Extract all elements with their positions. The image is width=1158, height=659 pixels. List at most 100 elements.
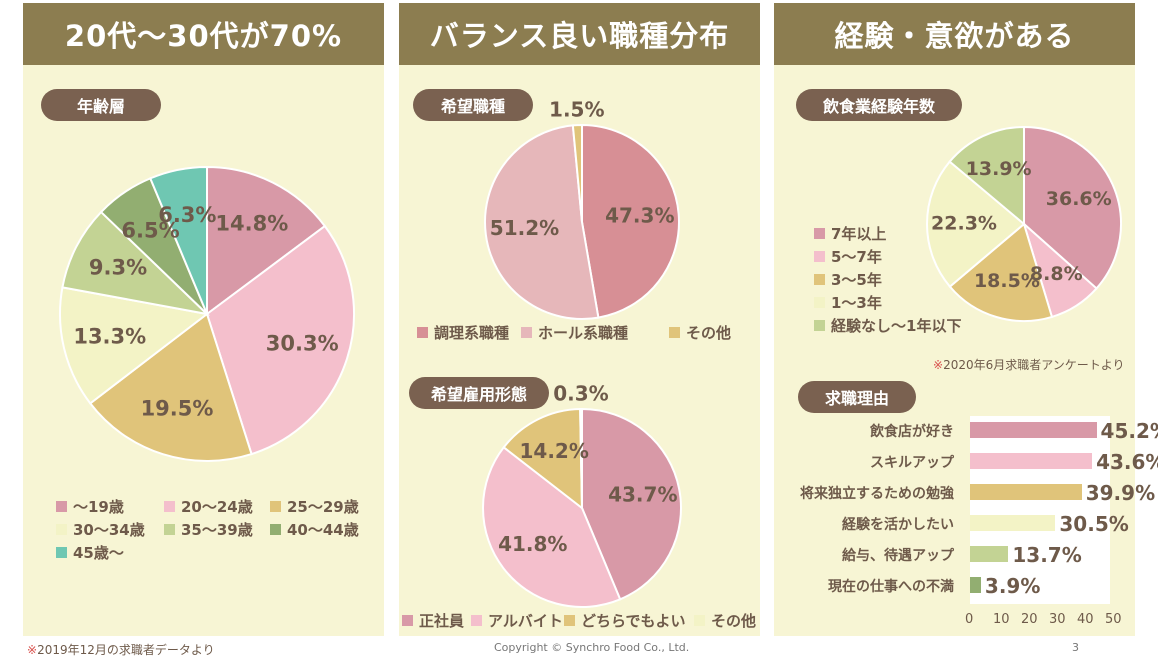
experience-legend-item-2: 3～5年 (814, 269, 882, 290)
employment-pill: 希望雇用形態 (409, 377, 549, 409)
employment-legend-label-2: どちらでもよい (581, 612, 686, 630)
age-legend-item-0: ～19歳 (56, 496, 124, 517)
age-slice-3 (59, 286, 210, 405)
age-legend-item-5: 40～44歳 (270, 519, 359, 540)
age-legend-item-3: 30～34歳 (56, 519, 145, 540)
reasons-bar-0 (970, 422, 1097, 438)
experience-value-label-4: 13.9% (966, 158, 1032, 180)
age-value-label-3: 13.3% (73, 324, 146, 348)
job_type-legend-item-2: その他 (669, 322, 731, 343)
job_type-legend-swatch-1 (521, 327, 532, 338)
job_type-slice-0 (581, 123, 681, 319)
experience-years-pill: 飲食業経験年数 (796, 89, 962, 121)
data-source-note-mark: ※ (27, 643, 38, 657)
experience-legend-swatch-1 (814, 251, 825, 262)
reasons-bar-2 (970, 484, 1082, 500)
age-panel: 20代～30代が70% 年齢層 14.8% 30.3% 19.5% 13.3% 9.3%… (23, 3, 384, 636)
age-legend-label-6: 45歳～ (73, 544, 124, 562)
reasons-category-label-0: 飲食店が好き (870, 424, 954, 440)
experience-legend: 7年以上 5～7年 3～5年 1～3年 経験なし～1年以下 (774, 3, 1135, 636)
age-legend-item-1: 20～24歳 (164, 496, 253, 517)
reasons-value-label-0: 45.2% (1100, 419, 1158, 443)
employment-slice-2 (502, 407, 584, 511)
reasons-bar-4 (970, 546, 1009, 562)
reasons-value-label-2: 39.9% (1085, 481, 1156, 505)
age-value-label-2: 19.5% (141, 396, 214, 420)
experience-legend-label-1: 5～7年 (831, 248, 882, 266)
job_type-value-label-0: 47.3% (605, 204, 674, 228)
job_type-legend-label-0: 調理系職種 (434, 324, 510, 342)
employment-value-label-1: 41.8% (498, 532, 567, 556)
reasons-bar-3 (970, 515, 1056, 531)
age-slice-4 (61, 210, 211, 316)
age-legend-swatch-0 (56, 501, 67, 512)
age-value-label-4: 9.3% (89, 255, 147, 279)
employment-legend-label-0: 正社員 (419, 612, 465, 630)
age-legend-swatch-6 (56, 547, 67, 558)
age-legend-swatch-1 (164, 501, 175, 512)
job-type-legend: 調理系職種 ホール系職種 その他 (399, 3, 760, 636)
reasons-x-tick-3: 30 (1049, 612, 1066, 627)
job_type-legend-label-1: ホール系職種 (538, 324, 629, 342)
age-legend-swatch-3 (56, 524, 67, 535)
reasons-x-tick-5: 50 (1105, 612, 1122, 627)
data-source-note-text: 2019年12月の求職者データより (37, 643, 215, 657)
experience-value-label-3: 22.3% (931, 213, 997, 235)
reasons-category-label-1: スキルアップ (870, 455, 954, 471)
experience-legend-swatch-0 (814, 228, 825, 239)
job_type-legend-item-0: 調理系職種 (417, 322, 509, 343)
employment-legend-swatch-1 (471, 615, 482, 626)
reasons-value-label-4: 13.7% (1012, 543, 1082, 567)
employment-legend-label-3: その他 (711, 612, 757, 630)
experience-panel-header: 経験・意欲がある (774, 3, 1135, 65)
job-panel: バランス良い職種分布 希望職種 希望雇用形態 47.3% 51.2% 1.5% 43… (399, 3, 760, 636)
reasons-x-tick-2: 20 (1021, 612, 1038, 627)
copyright: Copyright © Synchro Food Co., Ltd. (494, 641, 690, 654)
age-legend-item-2: 25～29歳 (270, 496, 359, 517)
age-legend-label-2: 25～29歳 (287, 498, 359, 516)
age-pie-chart: 14.8% 30.3% 19.5% 13.3% 9.3% 6.5%6.3% (59, 165, 355, 462)
job-panel-header: バランス良い職種分布 (399, 3, 760, 65)
age-value-label-5: 6.5% (121, 218, 179, 242)
employment-value-label-3: 0.3% (553, 382, 608, 406)
age-legend: ～19歳 20～24歳 25～29歳 30～34歳 35～39歳 40～44歳 45歳～ (23, 3, 384, 636)
experience-value-label-1: 8.8% (1030, 263, 1083, 285)
reasons-value-label-3: 30.5% (1059, 512, 1129, 536)
reasons-category-label-4: 給与、待遇アップ (842, 548, 954, 564)
employment-legend-swatch-0 (402, 615, 413, 626)
employment-slice-3 (579, 407, 583, 509)
job_type-slice-1 (484, 124, 600, 320)
employment-legend-item-3: その他 (694, 610, 756, 631)
employment-value-label-0: 43.7% (608, 482, 677, 506)
reasons-category-label-3: 経験を活かしたい (842, 517, 954, 533)
employment-legend-item-1: アルバイト (471, 610, 563, 631)
job-type-pie-chart: 47.3% 51.2% 1.5% (484, 98, 681, 320)
reasons-value-label-5: 3.9% (984, 574, 1041, 598)
reasons-value-label-1: 43.6% (1096, 450, 1158, 474)
job_type-legend-swatch-0 (417, 327, 428, 338)
experience-legend-swatch-4 (814, 320, 825, 331)
age-pill: 年齢層 (41, 89, 161, 121)
page-number: 3 (1072, 641, 1079, 654)
experience-legend-item-1: 5～7年 (814, 246, 882, 267)
age-legend-item-6: 45歳～ (56, 542, 124, 563)
reasons-category-label-5: 現在の仕事への不満 (828, 579, 954, 595)
reasons-x-tick-1: 10 (993, 612, 1010, 627)
age-legend-label-5: 40～44歳 (287, 521, 359, 539)
age-slice-2 (88, 312, 253, 462)
experience-legend-label-0: 7年以上 (831, 225, 887, 243)
age-legend-swatch-5 (270, 524, 281, 535)
employment-legend: 正社員 アルバイト どちらでもよい その他 (399, 3, 760, 636)
job_type-value-label-1: 51.2% (490, 216, 559, 240)
age-legend-item-4: 35～39歳 (164, 519, 253, 540)
age-legend-swatch-2 (270, 501, 281, 512)
job_type-legend-swatch-2 (669, 327, 680, 338)
reasons-x-tick-4: 40 (1077, 612, 1094, 627)
job_type-legend-item-1: ホール系職種 (521, 322, 628, 343)
employment-value-label-2: 14.2% (520, 439, 589, 463)
survey-note: ※2020年6月求職者アンケートより (933, 356, 1125, 373)
age-slice-1 (205, 224, 355, 456)
experience-legend-item-4: 経験なし～1年以下 (814, 315, 961, 336)
reasons-pill: 求職理由 (798, 381, 916, 413)
experience-pie-chart: 36.6% 8.8%18.5% 22.3% 13.9% (926, 125, 1122, 322)
